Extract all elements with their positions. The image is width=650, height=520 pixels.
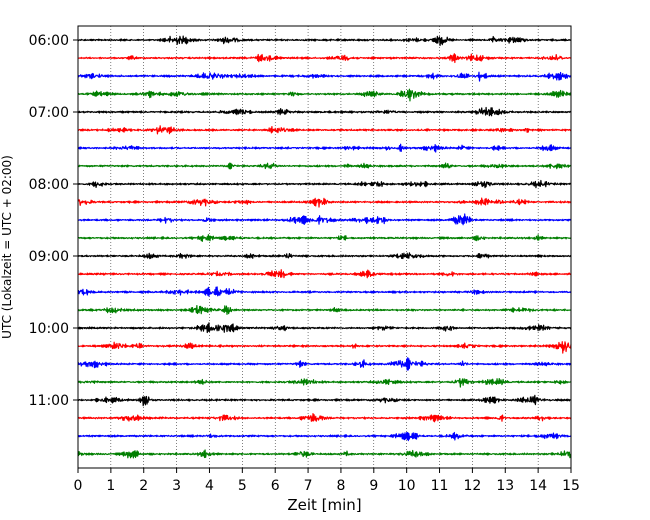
x-axis-ticks: 0 1 2 3 4 5 6 7 8 9 10 11 12 13 14 15	[74, 468, 580, 494]
x-tick-label: 5	[238, 478, 247, 494]
trace-line	[77, 413, 572, 423]
y-tick-label: 11:00	[29, 393, 69, 409]
trace-line	[77, 394, 572, 407]
x-tick-label: 15	[562, 478, 580, 494]
trace-line	[77, 377, 572, 388]
trace-line	[77, 106, 572, 117]
x-tick-label: 4	[205, 478, 214, 494]
plot-frame	[77, 25, 572, 469]
trace-line	[77, 143, 572, 153]
trace-line	[77, 213, 572, 226]
trace-line	[77, 449, 572, 459]
x-tick-label: 8	[336, 478, 345, 494]
x-tick-label: 1	[106, 478, 115, 494]
trace-line	[77, 71, 572, 82]
trace-line	[77, 197, 572, 208]
x-tick-label: 2	[139, 478, 148, 494]
trace-line	[77, 304, 572, 315]
x-tick-label: 7	[304, 478, 313, 494]
trace-line	[77, 179, 572, 189]
y-tick-label: 10:00	[29, 321, 69, 337]
x-tick-label: 12	[463, 478, 481, 494]
trace-line	[77, 88, 572, 102]
x-tick-label: 10	[398, 478, 416, 494]
trace-line	[77, 286, 572, 297]
grid-lines	[110, 26, 539, 468]
y-tick-label: 09:00	[29, 249, 69, 265]
y-tick-label: 06:00	[29, 33, 69, 49]
y-axis-ticks: 06:00 07:00 08:00 09:00 10:00 11:00	[29, 33, 78, 409]
trace-line	[77, 162, 572, 170]
trace-line	[77, 252, 572, 260]
trace-line	[77, 125, 572, 135]
x-axis-label: Zeit [min]	[287, 496, 361, 514]
trace-line	[77, 234, 572, 242]
x-tick-label: 14	[529, 478, 547, 494]
trace-line	[77, 357, 572, 371]
trace-line	[77, 431, 572, 442]
trace-line	[77, 35, 572, 47]
trace-line	[77, 269, 572, 279]
x-tick-label: 9	[369, 478, 378, 494]
trace-line	[77, 322, 572, 334]
x-tick-label: 11	[431, 478, 449, 494]
y-axis-label: UTC (Lokalzeit = UTC + 02:00)	[0, 155, 14, 339]
trace-line	[77, 341, 572, 354]
seismic-traces	[77, 35, 572, 459]
x-tick-label: 0	[74, 478, 83, 494]
y-tick-label: 07:00	[29, 105, 69, 121]
x-tick-label: 13	[496, 478, 514, 494]
x-tick-label: 6	[271, 478, 280, 494]
y-tick-label: 08:00	[29, 177, 69, 193]
trace-line	[77, 53, 572, 64]
x-tick-label: 3	[172, 478, 181, 494]
